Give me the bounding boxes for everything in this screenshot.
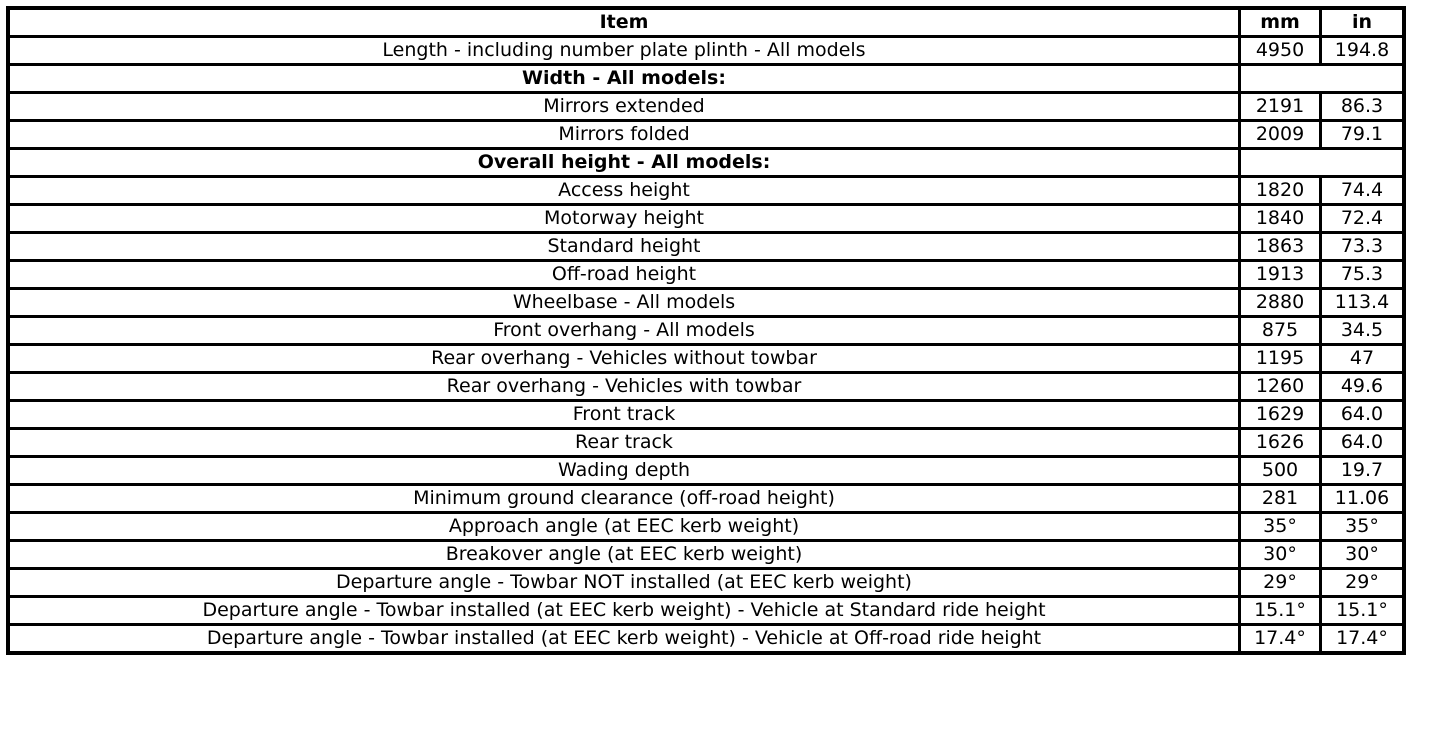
mm-cell: 2009 xyxy=(1238,119,1322,150)
mm-cell: 1913 xyxy=(1238,259,1322,290)
in-cell: 74.4 xyxy=(1319,175,1406,206)
mm-cell: 281 xyxy=(1238,483,1322,514)
item-cell: Minimum ground clearance (off-road heigh… xyxy=(6,483,1241,514)
table-row: Approach angle (at EEC kerb weight) 35° 35… xyxy=(6,511,1406,542)
mm-cell: 2880 xyxy=(1238,287,1322,318)
table-row: Rear overhang - Vehicles with towbar 1260… xyxy=(6,371,1406,402)
header-row: Item mm in xyxy=(6,6,1406,38)
item-cell: Departure angle - Towbar installed (at E… xyxy=(6,623,1241,655)
item-cell: Front track xyxy=(6,399,1241,430)
table-row: Wading depth 500 19.7 xyxy=(6,455,1406,486)
in-cell: 17.4° xyxy=(1319,623,1406,655)
item-cell: Approach angle (at EEC kerb weight) xyxy=(6,511,1241,542)
header-in: in xyxy=(1319,6,1406,38)
in-cell: 29° xyxy=(1319,567,1406,598)
mm-cell: 1629 xyxy=(1238,399,1322,430)
mm-cell: 1820 xyxy=(1238,175,1322,206)
dimensions-table: Item mm in Length - including number pla… xyxy=(6,6,1406,655)
section-row: Overall height - All models: xyxy=(6,147,1406,178)
mm-cell: 875 xyxy=(1238,315,1322,346)
in-cell: 15.1° xyxy=(1319,595,1406,626)
table-row: Motorway height 1840 72.4 xyxy=(6,203,1406,234)
table-row: Departure angle - Towbar installed (at E… xyxy=(6,623,1406,655)
item-cell: Length - including number plate plinth -… xyxy=(6,35,1241,66)
item-cell: Front overhang - All models xyxy=(6,315,1241,346)
item-cell: Rear overhang - Vehicles with towbar xyxy=(6,371,1241,402)
item-cell: Breakover angle (at EEC kerb weight) xyxy=(6,539,1241,570)
in-cell: 86.3 xyxy=(1319,91,1406,122)
table-row: Front overhang - All models 875 34.5 xyxy=(6,315,1406,346)
table-row: Wheelbase - All models 2880 113.4 xyxy=(6,287,1406,318)
header-item: Item xyxy=(6,6,1241,38)
mm-cell: 30° xyxy=(1238,539,1322,570)
table-row: Minimum ground clearance (off-road heigh… xyxy=(6,483,1406,514)
in-cell: 49.6 xyxy=(1319,371,1406,402)
table-row: Departure angle - Towbar installed (at E… xyxy=(6,595,1406,626)
table-row: Breakover angle (at EEC kerb weight) 30° 3… xyxy=(6,539,1406,570)
in-cell: 113.4 xyxy=(1319,287,1406,318)
item-cell: Wading depth xyxy=(6,455,1241,486)
section-row: Width - All models: xyxy=(6,63,1406,94)
mm-cell: 1840 xyxy=(1238,203,1322,234)
mm-cell: 29° xyxy=(1238,567,1322,598)
item-cell: Motorway height xyxy=(6,203,1241,234)
item-cell: Mirrors extended xyxy=(6,91,1241,122)
mm-cell: 15.1° xyxy=(1238,595,1322,626)
table-row: Front track 1629 64.0 xyxy=(6,399,1406,430)
in-cell: 73.3 xyxy=(1319,231,1406,262)
item-cell: Rear track xyxy=(6,427,1241,458)
item-cell: Departure angle - Towbar NOT installed (… xyxy=(6,567,1241,598)
empty-cell xyxy=(1238,63,1406,94)
section-label: Width - All models: xyxy=(6,63,1241,94)
table-row: Mirrors extended 2191 86.3 xyxy=(6,91,1406,122)
section-label: Overall height - All models: xyxy=(6,147,1241,178)
mm-cell: 1260 xyxy=(1238,371,1322,402)
mm-cell: 17.4° xyxy=(1238,623,1322,655)
mm-cell: 1195 xyxy=(1238,343,1322,374)
item-cell: Off-road height xyxy=(6,259,1241,290)
mm-cell: 4950 xyxy=(1238,35,1322,66)
mm-cell: 500 xyxy=(1238,455,1322,486)
in-cell: 64.0 xyxy=(1319,399,1406,430)
in-cell: 194.8 xyxy=(1319,35,1406,66)
item-cell: Access height xyxy=(6,175,1241,206)
in-cell: 35° xyxy=(1319,511,1406,542)
table-row: Access height 1820 74.4 xyxy=(6,175,1406,206)
mm-cell: 35° xyxy=(1238,511,1322,542)
in-cell: 19.7 xyxy=(1319,455,1406,486)
header-mm: mm xyxy=(1238,6,1322,38)
in-cell: 64.0 xyxy=(1319,427,1406,458)
table-row: Mirrors folded 2009 79.1 xyxy=(6,119,1406,150)
in-cell: 34.5 xyxy=(1319,315,1406,346)
item-cell: Wheelbase - All models xyxy=(6,287,1241,318)
table-row: Departure angle - Towbar NOT installed (… xyxy=(6,567,1406,598)
in-cell: 79.1 xyxy=(1319,119,1406,150)
table-row: Standard height 1863 73.3 xyxy=(6,231,1406,262)
mm-cell: 1863 xyxy=(1238,231,1322,262)
item-cell: Departure angle - Towbar installed (at E… xyxy=(6,595,1241,626)
in-cell: 47 xyxy=(1319,343,1406,374)
table-row: Rear track 1626 64.0 xyxy=(6,427,1406,458)
item-cell: Mirrors folded xyxy=(6,119,1241,150)
in-cell: 72.4 xyxy=(1319,203,1406,234)
item-cell: Rear overhang - Vehicles without towbar xyxy=(6,343,1241,374)
table-row: Rear overhang - Vehicles without towbar 1… xyxy=(6,343,1406,374)
empty-cell xyxy=(1238,147,1406,178)
in-cell: 30° xyxy=(1319,539,1406,570)
mm-cell: 2191 xyxy=(1238,91,1322,122)
table-row: Length - including number plate plinth -… xyxy=(6,35,1406,66)
table-row: Off-road height 1913 75.3 xyxy=(6,259,1406,290)
in-cell: 75.3 xyxy=(1319,259,1406,290)
in-cell: 11.06 xyxy=(1319,483,1406,514)
mm-cell: 1626 xyxy=(1238,427,1322,458)
item-cell: Standard height xyxy=(6,231,1241,262)
